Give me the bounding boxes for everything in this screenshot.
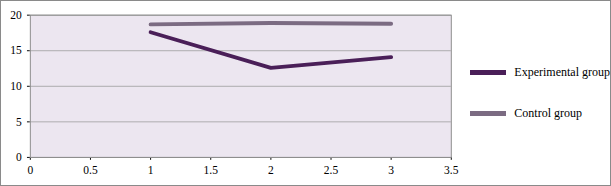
svg-text:2.5: 2.5 xyxy=(324,165,339,177)
svg-text:1.5: 1.5 xyxy=(204,165,219,177)
html-text:Experimental group: Experimental group xyxy=(514,65,610,79)
svg-text:1: 1 xyxy=(148,165,154,177)
svg-text:0: 0 xyxy=(16,152,22,164)
html-text:Control group: Control group xyxy=(514,106,582,120)
svg-text:3.5: 3.5 xyxy=(444,165,459,177)
svg-text:20: 20 xyxy=(10,9,22,21)
svg-text:2: 2 xyxy=(268,165,274,177)
svg-text:0: 0 xyxy=(27,165,33,177)
svg-text:5: 5 xyxy=(16,116,22,128)
svg-text:0.5: 0.5 xyxy=(83,165,98,177)
svg-text:3: 3 xyxy=(388,165,394,177)
svg-text:15: 15 xyxy=(10,45,22,57)
svg-text:10: 10 xyxy=(10,80,22,92)
